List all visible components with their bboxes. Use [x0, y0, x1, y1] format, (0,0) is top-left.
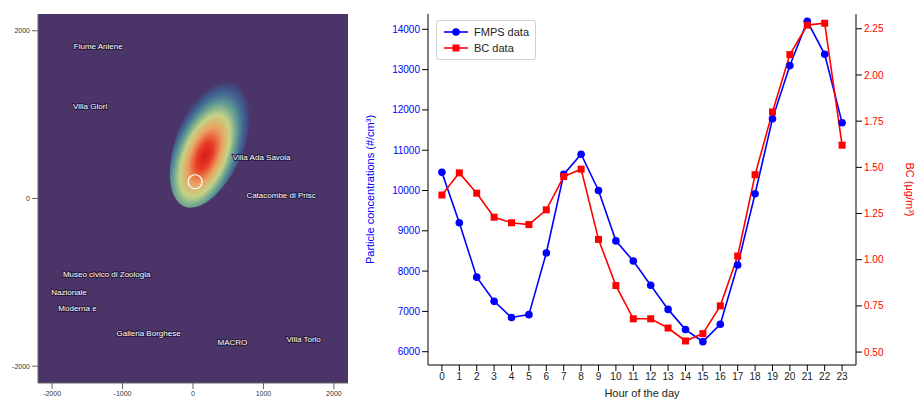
- svg-text:6000: 6000: [398, 346, 421, 357]
- svg-text:-2000: -2000: [43, 390, 61, 397]
- svg-text:21: 21: [802, 371, 814, 382]
- svg-text:23: 23: [837, 371, 849, 382]
- svg-text:Galleria Borghese: Galleria Borghese: [117, 329, 182, 338]
- svg-text:Particle concentrations (#/cm³: Particle concentrations (#/cm³): [364, 115, 376, 264]
- svg-text:4: 4: [509, 371, 515, 382]
- svg-text:Villa Ada Savoia: Villa Ada Savoia: [233, 153, 291, 162]
- svg-text:1.00: 1.00: [864, 254, 884, 265]
- svg-text:-1000: -1000: [114, 390, 132, 397]
- svg-text:11000: 11000: [393, 145, 421, 156]
- svg-text:Villa Glori: Villa Glori: [73, 102, 107, 111]
- svg-text:14000: 14000: [392, 24, 420, 35]
- svg-text:Villa Torlo: Villa Torlo: [286, 335, 321, 344]
- svg-text:13000: 13000: [392, 64, 420, 75]
- svg-text:22: 22: [819, 371, 831, 382]
- svg-text:2: 2: [474, 371, 480, 382]
- svg-text:1000: 1000: [256, 390, 272, 397]
- svg-text:1.50: 1.50: [864, 162, 884, 173]
- html-text:FMPS data: FMPS data: [474, 26, 529, 38]
- svg-text:Moderna e: Moderna e: [58, 304, 97, 313]
- svg-text:8000: 8000: [398, 266, 421, 277]
- svg-text:18: 18: [750, 371, 762, 382]
- svg-text:1.25: 1.25: [864, 208, 884, 219]
- svg-text:19: 19: [767, 371, 779, 382]
- svg-text:9000: 9000: [398, 225, 421, 236]
- svg-text:Nazionale: Nazionale: [51, 288, 87, 297]
- svg-text:20: 20: [784, 371, 796, 382]
- svg-text:9: 9: [596, 371, 602, 382]
- svg-text:1.75: 1.75: [864, 116, 884, 127]
- svg-text:10: 10: [610, 371, 622, 382]
- svg-text:10000: 10000: [392, 185, 420, 196]
- svg-text:14: 14: [680, 371, 692, 382]
- svg-text:BC (μg/m³): BC (μg/m³): [904, 162, 916, 216]
- svg-text:12: 12: [645, 371, 657, 382]
- svg-text:0: 0: [191, 390, 195, 397]
- svg-text:0.50: 0.50: [864, 347, 884, 358]
- svg-text:Museo civico di Zoologia: Museo civico di Zoologia: [63, 270, 151, 279]
- svg-text:Catacombe di Prisc: Catacombe di Prisc: [246, 191, 315, 200]
- svg-text:7000: 7000: [398, 306, 421, 317]
- svg-text:2.25: 2.25: [864, 23, 884, 34]
- svg-text:Hour of the day: Hour of the day: [604, 387, 680, 399]
- svg-text:11: 11: [628, 371, 639, 382]
- svg-text:8: 8: [578, 371, 584, 382]
- svg-text:7: 7: [561, 371, 567, 382]
- svg-text:2.00: 2.00: [864, 70, 884, 81]
- svg-text:0: 0: [26, 195, 30, 202]
- svg-text:2000: 2000: [14, 27, 30, 34]
- svg-text:1: 1: [457, 371, 463, 382]
- svg-text:MACRO: MACRO: [218, 338, 248, 347]
- svg-text:0.75: 0.75: [864, 300, 884, 311]
- svg-text:3: 3: [491, 371, 497, 382]
- svg-text:13: 13: [663, 371, 675, 382]
- svg-text:15: 15: [697, 371, 709, 382]
- svg-text:16: 16: [715, 371, 727, 382]
- html-text:BC data: BC data: [474, 42, 514, 54]
- svg-text:12000: 12000: [392, 104, 420, 115]
- svg-text:17: 17: [732, 371, 744, 382]
- svg-text:6: 6: [544, 371, 550, 382]
- svg-text:2000: 2000: [326, 390, 342, 397]
- svg-text:-2000: -2000: [12, 363, 30, 370]
- svg-text:Fiume Aniene: Fiume Aniene: [74, 42, 123, 51]
- svg-text:5: 5: [526, 371, 532, 382]
- svg-text:0: 0: [439, 371, 445, 382]
